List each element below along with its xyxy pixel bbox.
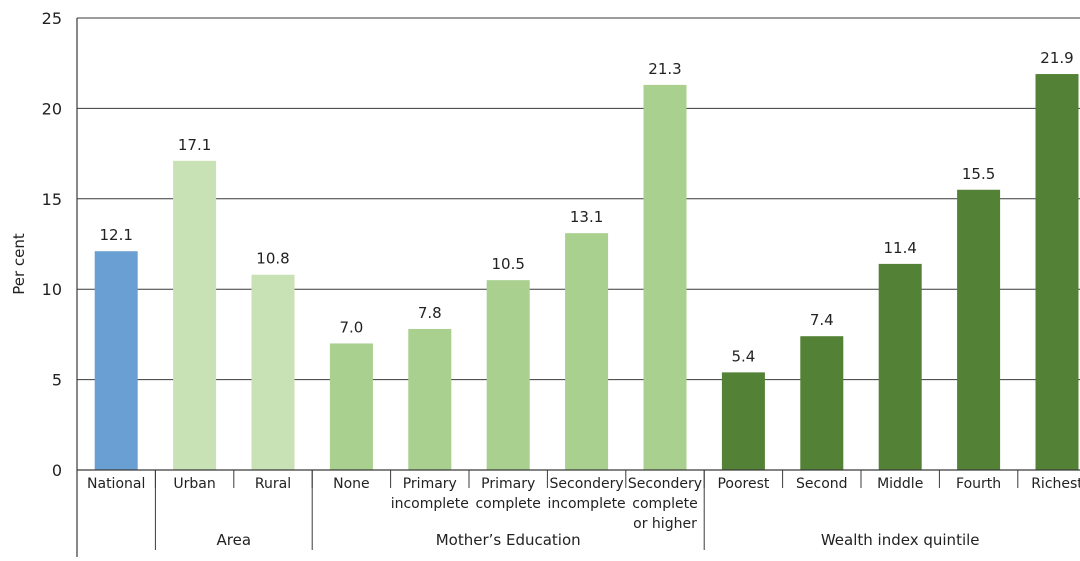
category-label: Secondery incomplete <box>548 476 626 512</box>
category-label: National <box>87 476 145 492</box>
category-label: Rural <box>255 476 291 492</box>
category-label: Richest <box>1031 476 1080 492</box>
y-tick-label: 15 <box>42 190 62 209</box>
y-tick-label: 10 <box>42 280 62 299</box>
group-label: Area <box>217 531 252 549</box>
group-label: Mother’s Education <box>436 531 581 549</box>
bar <box>800 336 844 470</box>
axes <box>76 18 1080 557</box>
category-label: Urban <box>173 476 215 492</box>
bar <box>643 84 687 471</box>
y-tick-label: 5 <box>52 371 62 390</box>
bar <box>486 280 530 470</box>
bar-value-label: 7.4 <box>810 311 834 329</box>
bar-value-label: 21.3 <box>648 60 681 78</box>
y-tick-label: 25 <box>42 9 62 28</box>
category-label: Primary incomplete <box>391 476 469 512</box>
bars <box>94 74 1079 471</box>
category-label: None <box>333 476 370 492</box>
bar <box>721 372 765 470</box>
y-tick-label: 0 <box>52 461 62 480</box>
bar-value-label: 11.4 <box>883 239 916 257</box>
group-label: Wealth index quintile <box>821 531 980 549</box>
bar <box>329 343 373 470</box>
category-label: Middle <box>877 476 923 492</box>
bar-value-label: 7.0 <box>339 318 363 336</box>
bar <box>878 263 922 470</box>
category-label: Poorest <box>717 476 769 492</box>
bar <box>408 328 452 470</box>
bar-value-label: 17.1 <box>178 136 211 154</box>
labels: 0 5 10 15 20 25 Per cent 12.1 National 17.1 Urban 1… <box>10 9 1080 549</box>
category-label: Secondery complete or higher <box>628 476 702 532</box>
bar <box>173 160 217 470</box>
bar <box>565 233 609 470</box>
bar <box>957 189 1001 470</box>
bar-value-label: 10.8 <box>256 250 289 268</box>
bar <box>94 251 138 470</box>
category-label: Primary complete <box>475 476 540 512</box>
category-label: Fourth <box>956 476 1001 492</box>
bar-value-label: 10.5 <box>491 255 524 273</box>
category-label: Second <box>796 476 848 492</box>
bar-value-label: 21.9 <box>1040 49 1073 67</box>
y-axis-label: Per cent <box>10 233 28 295</box>
bar-value-label: 12.1 <box>99 226 132 244</box>
bar-value-label: 5.4 <box>731 347 755 365</box>
bar-value-label: 15.5 <box>962 165 995 183</box>
bar <box>1035 74 1079 470</box>
bar-value-label: 13.1 <box>570 208 603 226</box>
bar-value-label: 7.8 <box>418 304 442 322</box>
y-tick-label: 20 <box>42 99 62 118</box>
bar <box>251 274 295 470</box>
